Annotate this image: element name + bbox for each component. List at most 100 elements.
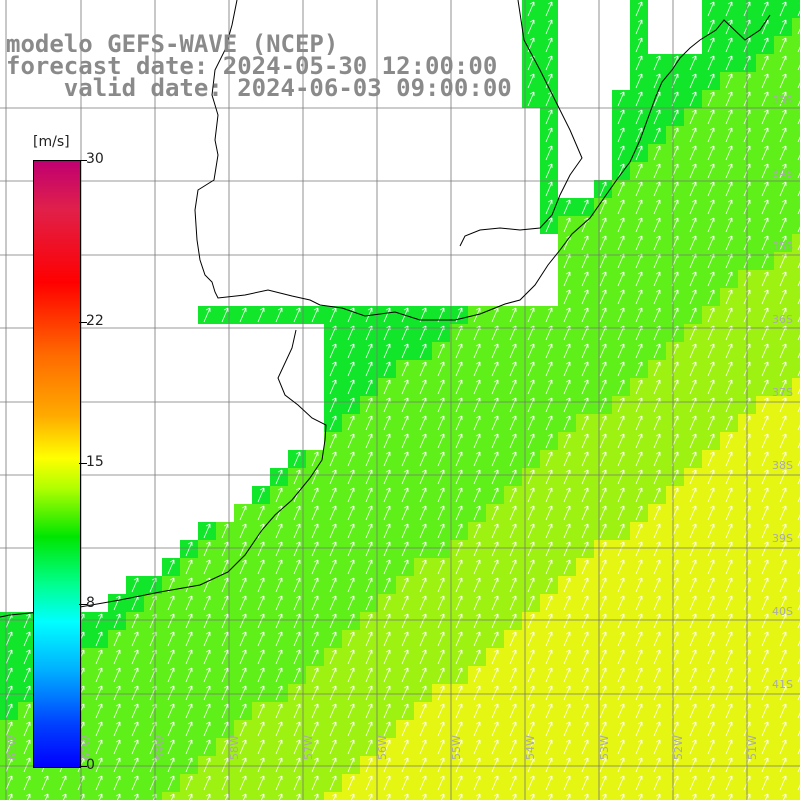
wind-arrow xyxy=(221,721,229,737)
wind-arrow xyxy=(635,199,643,215)
wind-arrow xyxy=(401,451,409,467)
wind-arrow xyxy=(491,577,499,593)
wind-arrow xyxy=(617,361,625,377)
wind-arrow xyxy=(509,649,517,665)
wind-arrow xyxy=(437,631,445,647)
wind-cell xyxy=(792,162,800,180)
wind-arrow xyxy=(257,739,265,755)
wind-arrow xyxy=(311,703,319,719)
wind-arrow xyxy=(779,181,787,197)
wind-arrow xyxy=(617,487,625,503)
wind-arrow xyxy=(491,469,499,485)
wind-arrow xyxy=(545,379,553,395)
wind-arrow xyxy=(437,739,445,755)
wind-arrow xyxy=(365,757,373,773)
wind-arrow xyxy=(473,523,481,539)
wind-cell xyxy=(792,648,800,666)
wind-arrow xyxy=(689,181,697,197)
wind-arrow xyxy=(275,685,283,701)
wind-arrow xyxy=(473,685,481,701)
wind-arrow xyxy=(689,757,697,773)
wind-arrow xyxy=(527,685,535,701)
wind-arrow xyxy=(725,217,733,233)
wind-arrow xyxy=(563,469,571,485)
wind-arrow xyxy=(275,469,283,485)
wind-arrow xyxy=(293,559,301,575)
wind-arrow xyxy=(779,577,787,593)
wind-arrow xyxy=(437,757,445,773)
wind-arrow xyxy=(689,613,697,629)
wind-arrow xyxy=(185,541,193,557)
wind-arrow xyxy=(419,361,427,377)
wind-arrow xyxy=(563,487,571,503)
forecast-date: forecast date: 2024-05-30 12:00:00 xyxy=(6,52,498,80)
wind-arrow xyxy=(797,453,800,467)
wind-arrow xyxy=(365,613,373,629)
wind-arrow xyxy=(725,685,733,701)
wind-arrow xyxy=(455,775,463,791)
wind-arrow xyxy=(689,379,697,395)
wind-arrow xyxy=(383,757,391,773)
wind-arrow xyxy=(473,505,481,521)
wind-arrow xyxy=(473,631,481,647)
wind-arrow xyxy=(725,559,733,575)
wind-arrow xyxy=(473,577,481,593)
wind-arrow xyxy=(761,433,769,449)
wind-arrow xyxy=(635,163,643,179)
wind-arrow xyxy=(23,703,31,719)
wind-arrow xyxy=(599,775,607,791)
wind-arrow xyxy=(581,541,589,557)
wind-arrow xyxy=(473,559,481,575)
wind-arrow xyxy=(761,217,769,233)
wind-arrow xyxy=(797,147,800,161)
wind-arrow xyxy=(797,291,800,305)
wind-arrow xyxy=(707,523,715,539)
wind-arrow xyxy=(689,343,697,359)
wind-arrow xyxy=(581,613,589,629)
wind-cell xyxy=(0,792,18,800)
wind-arrow xyxy=(653,181,661,197)
wind-cell xyxy=(792,630,800,648)
colorbar-tick-mark xyxy=(79,160,87,161)
wind-arrow xyxy=(43,793,49,800)
wind-arrow xyxy=(545,109,553,125)
wind-arrow xyxy=(455,397,463,413)
wind-arrow xyxy=(419,757,427,773)
wind-cell xyxy=(792,72,800,90)
wind-arrow xyxy=(257,595,265,611)
wind-arrow xyxy=(259,793,265,800)
wind-arrow xyxy=(653,505,661,521)
wind-arrow xyxy=(725,433,733,449)
wind-arrow xyxy=(185,775,193,791)
wind-arrow xyxy=(599,685,607,701)
wind-arrow xyxy=(545,541,553,557)
wind-arrow xyxy=(689,145,697,161)
wind-arrow xyxy=(97,793,103,800)
wind-arrow xyxy=(221,739,229,755)
wind-arrow xyxy=(221,559,229,575)
wind-arrow xyxy=(707,577,715,593)
wind-arrow xyxy=(257,703,265,719)
wind-cell xyxy=(540,792,558,800)
wind-arrow xyxy=(383,703,391,719)
wind-arrow xyxy=(491,523,499,539)
wind-arrow xyxy=(491,613,499,629)
wind-arrow xyxy=(581,451,589,467)
wind-arrow xyxy=(115,793,121,800)
wind-arrow xyxy=(131,631,139,647)
wind-arrow xyxy=(617,397,625,413)
wind-arrow xyxy=(761,127,769,143)
wind-arrow xyxy=(311,487,319,503)
wind-arrow xyxy=(455,379,463,395)
wind-arrow xyxy=(797,327,800,341)
wind-arrow xyxy=(221,757,229,773)
wind-arrow xyxy=(689,163,697,179)
wind-cell xyxy=(792,306,800,324)
wind-arrow xyxy=(779,685,787,701)
wind-arrow xyxy=(563,631,571,647)
wind-arrow xyxy=(689,523,697,539)
wind-arrow xyxy=(707,217,715,233)
wind-arrow xyxy=(383,667,391,683)
wind-arrow xyxy=(617,91,625,107)
wind-arrow xyxy=(95,631,103,647)
